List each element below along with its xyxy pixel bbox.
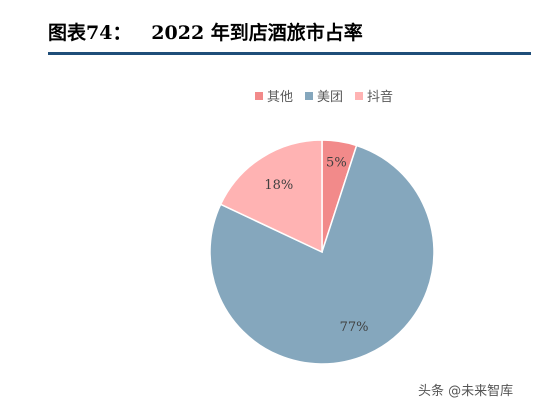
legend-item: 抖音 — [355, 86, 393, 105]
title-divider — [48, 52, 531, 55]
pie-slice-美团 — [209, 144, 435, 365]
legend-label: 其他 — [267, 90, 294, 105]
page-title: 图表74： 2022 年到店酒旅市占率 — [48, 22, 363, 44]
watermark-text: 头条 @未来智库 — [418, 384, 514, 399]
legend-label: 美团 — [317, 90, 344, 105]
chart-legend: 其他 美团 抖音 — [255, 86, 393, 105]
pie-slice-抖音 — [219, 139, 323, 254]
legend-item: 其他 — [255, 86, 293, 105]
slice-data-label: 77% — [340, 320, 369, 335]
slice-data-label: 18% — [264, 178, 293, 193]
legend-label: 抖音 — [367, 90, 394, 105]
legend-item: 美团 — [305, 86, 343, 105]
legend-swatch — [355, 91, 364, 100]
legend-swatch — [305, 91, 314, 100]
legend-swatch — [255, 91, 263, 100]
slice-data-label: 5% — [326, 155, 347, 170]
